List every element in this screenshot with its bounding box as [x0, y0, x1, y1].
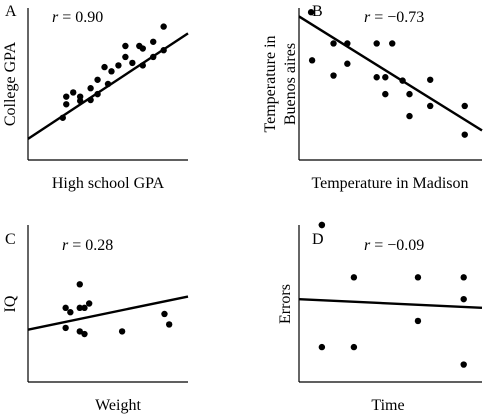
- data-point: [308, 57, 316, 64]
- correlation-label: r = −0.09: [364, 237, 424, 254]
- correlation-label: r = 0.90: [52, 9, 103, 26]
- y-axis-label: Buenos aires: [282, 43, 299, 125]
- data-point: [101, 63, 108, 71]
- data-point: [87, 96, 94, 104]
- correlation-symbol: r: [62, 237, 69, 254]
- data-point: [62, 324, 69, 332]
- data-point: [373, 74, 380, 81]
- data-point: [406, 90, 413, 98]
- data-point: [76, 328, 83, 335]
- data-point: [461, 102, 468, 110]
- data-point: [373, 40, 380, 47]
- correlation-value: = −0.09: [370, 237, 424, 254]
- correlation-value: = 0.90: [58, 9, 103, 26]
- data-point: [81, 330, 88, 338]
- data-point: [94, 76, 101, 83]
- data-point: [414, 317, 422, 325]
- data-point: [427, 76, 434, 83]
- data-point: [344, 60, 351, 67]
- correlation-symbol: r: [52, 9, 59, 26]
- data-point: [427, 102, 434, 110]
- data-point: [350, 343, 358, 351]
- data-point: [63, 93, 70, 100]
- data-point: [139, 62, 146, 69]
- correlation-value: = 0.28: [68, 237, 113, 254]
- panel-label: A: [5, 3, 17, 20]
- y-axis-label: Temperature in: [262, 35, 279, 132]
- data-point: [161, 310, 168, 318]
- correlation-symbol: r: [364, 237, 371, 254]
- data-point: [94, 90, 101, 98]
- y-axis-label: Errors: [277, 284, 294, 324]
- data-point: [460, 295, 467, 303]
- correlation-label: r = 0.28: [62, 237, 113, 254]
- correlation-label: r = −0.73: [364, 9, 424, 26]
- data-point: [122, 42, 129, 50]
- data-point: [460, 274, 467, 281]
- data-point: [344, 40, 351, 47]
- regression-line: [298, 15, 483, 132]
- panel-label: C: [5, 231, 16, 248]
- data-point: [67, 309, 74, 316]
- data-point: [150, 38, 157, 45]
- data-point: [165, 321, 173, 328]
- data-point: [160, 47, 167, 54]
- data-point: [70, 89, 77, 96]
- data-point: [85, 300, 93, 307]
- data-point: [150, 53, 157, 61]
- data-point: [307, 9, 315, 16]
- data-point: [350, 274, 358, 281]
- x-axis-label: High school GPA: [52, 175, 165, 192]
- y-axis-label: IQ: [2, 295, 19, 312]
- data-point: [139, 45, 146, 52]
- panel-label: B: [312, 3, 323, 20]
- data-point: [62, 304, 69, 312]
- data-point: [122, 53, 129, 61]
- data-point: [115, 62, 122, 69]
- data-point: [318, 221, 326, 229]
- data-point: [81, 304, 88, 312]
- data-point: [129, 59, 136, 67]
- data-point: [87, 85, 94, 92]
- data-point: [104, 80, 112, 88]
- data-point: [59, 114, 66, 121]
- x-axis-label: Temperature in Madison: [311, 175, 468, 192]
- data-point: [399, 77, 406, 84]
- data-point: [76, 304, 83, 312]
- correlation-symbol: r: [364, 9, 371, 26]
- data-point: [461, 131, 468, 138]
- data-point: [406, 112, 413, 120]
- data-point: [389, 40, 396, 47]
- data-point: [330, 72, 337, 79]
- data-point: [108, 68, 115, 75]
- data-point: [318, 343, 326, 351]
- regression-line: [298, 297, 483, 310]
- data-point: [382, 74, 389, 81]
- data-point: [460, 361, 467, 368]
- data-point: [76, 93, 84, 100]
- data-point: [414, 274, 422, 281]
- regression-line: [27, 295, 189, 331]
- panel-label: D: [312, 231, 324, 248]
- data-point: [382, 90, 389, 98]
- correlation-value: = −0.73: [370, 9, 424, 26]
- x-axis-label: Time: [371, 397, 404, 414]
- y-axis-label: College GPA: [2, 41, 19, 126]
- data-point: [118, 328, 126, 335]
- data-point: [63, 101, 70, 108]
- data-point: [160, 23, 167, 30]
- x-axis-label: Weight: [95, 397, 141, 414]
- data-point: [76, 281, 83, 288]
- data-point: [330, 40, 337, 47]
